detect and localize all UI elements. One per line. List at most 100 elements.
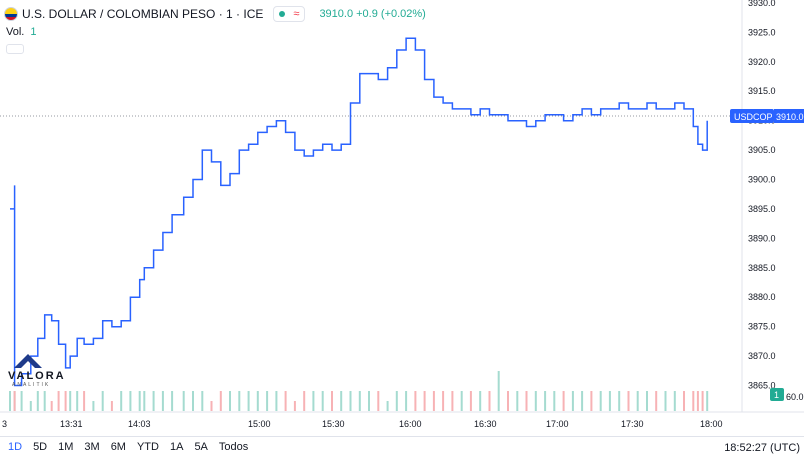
volume-bar xyxy=(340,391,343,411)
time-tick-label: 16:00 xyxy=(399,419,422,429)
price-tick-label: 3920.0 xyxy=(748,57,776,67)
time-tick-label: 17:30 xyxy=(621,419,644,429)
volume-legend[interactable]: Vol. 1 xyxy=(6,26,36,38)
volume-bar xyxy=(143,391,146,411)
volume-bar xyxy=(101,391,104,411)
volume-bar xyxy=(636,391,639,411)
range-5a[interactable]: 5A xyxy=(194,441,208,453)
time-tick-label: 13:31 xyxy=(60,419,83,429)
volume-bar xyxy=(182,391,185,411)
volume-partial-label: 60.0 xyxy=(786,392,804,402)
price-tick-label: 3915.0 xyxy=(748,86,776,96)
volume-bar xyxy=(395,391,398,411)
volume-bar xyxy=(152,391,155,411)
volume-bar xyxy=(460,391,463,411)
price-tick-label: 3865.0 xyxy=(748,381,776,391)
volume-bar xyxy=(692,391,695,411)
time-axis[interactable]: 3 13:31 14:03 15:00 15:30 16:00 16:30 17:00 17:3… xyxy=(2,419,723,429)
volume-bar xyxy=(646,391,648,411)
volume-bar xyxy=(414,391,417,411)
last-price-value: 3910.0 xyxy=(776,112,804,122)
volume-bar xyxy=(497,371,500,411)
status-badges[interactable]: ≈ xyxy=(273,6,306,22)
volume-tag-value: 1 xyxy=(774,390,779,400)
volume-bar xyxy=(432,391,435,411)
price-tick-label: 3890.0 xyxy=(748,233,776,243)
volume-bar xyxy=(161,391,164,411)
price-tick-label: 3880.0 xyxy=(748,292,776,302)
volume-bar xyxy=(64,391,67,411)
range-3m[interactable]: 3M xyxy=(84,441,100,453)
volume-bar xyxy=(525,391,528,411)
price-chart[interactable]: 3930.0 3925.0 3920.0 3915.0 3910.0 3905.0 3900… xyxy=(0,0,804,436)
volume-bar xyxy=(266,391,269,411)
price-tick-label: 3895.0 xyxy=(748,204,776,214)
volume-bar xyxy=(599,391,602,411)
volume-bar xyxy=(377,391,380,411)
volume-bar xyxy=(386,401,389,411)
range-5d[interactable]: 5D xyxy=(33,441,48,453)
volume-bar xyxy=(138,391,141,411)
volume-bar xyxy=(706,391,709,411)
volume-bar xyxy=(571,391,574,411)
volume-bar xyxy=(201,391,204,411)
time-tick-label: 3 xyxy=(2,419,7,429)
volume-bar xyxy=(303,391,306,411)
range-todos[interactable]: Todos xyxy=(218,441,249,453)
volume-bar xyxy=(256,391,259,411)
volume-bar xyxy=(608,391,611,411)
last-price-tag: USDCOP 3910.0 xyxy=(730,109,804,123)
range-1m[interactable]: 1M xyxy=(58,441,74,453)
utc-clock[interactable]: 18:52:27 (UTC) xyxy=(724,442,800,454)
range-1a[interactable]: 1A xyxy=(169,441,184,453)
currency-flag-icon xyxy=(4,7,18,21)
price-tick-label: 3870.0 xyxy=(748,351,776,361)
price-line xyxy=(10,37,708,387)
volume-bar xyxy=(451,391,454,411)
range-1d[interactable]: 1D xyxy=(8,441,23,453)
bottom-toolbar: 1D 5D 1M 3M 6M YTD 1A 5A Todos 18:52:27 (UTC) xyxy=(0,436,804,460)
time-tick-label: 18:00 xyxy=(700,419,723,429)
volume-bar xyxy=(129,391,132,411)
time-tick-label: 15:00 xyxy=(248,419,271,429)
volume-bar xyxy=(43,391,46,411)
price-axis[interactable]: 3930.03925.03920.03915.03910.03905.03900… xyxy=(748,0,776,391)
volume-bar xyxy=(92,401,95,411)
volume-bar xyxy=(13,391,16,411)
volume-bar xyxy=(544,391,547,411)
volume-bar xyxy=(247,391,250,411)
volume-bar xyxy=(293,401,296,411)
volume-bar xyxy=(553,391,556,411)
market-open-icon xyxy=(279,11,286,17)
volume-bar xyxy=(442,391,445,411)
range-selector[interactable]: 1D 5D 1M 3M 6M YTD 1A 5A Todos xyxy=(8,441,248,453)
collapse-legend-icon[interactable] xyxy=(6,44,24,54)
volume-bar xyxy=(479,391,482,411)
volume-bar xyxy=(83,391,86,411)
volume-bar xyxy=(469,391,472,411)
range-ytd[interactable]: YTD xyxy=(136,441,159,453)
watermark-name: VALORA xyxy=(8,370,66,382)
volume-bar xyxy=(331,391,333,411)
volume-bar xyxy=(284,391,287,411)
valora-logo-icon xyxy=(14,354,42,368)
volume-bar xyxy=(57,391,60,411)
time-tick-label: 16:30 xyxy=(474,419,497,429)
chart-header: U.S. DOLLAR / COLOMBIAN PESO · 1 · ICE ≈… xyxy=(4,6,426,22)
volume-bar xyxy=(192,391,194,411)
volume-bar xyxy=(534,391,537,411)
volume-bar xyxy=(171,391,174,411)
volume-bar xyxy=(312,391,315,411)
volume-bar xyxy=(275,391,278,411)
volume-bar xyxy=(29,401,32,411)
range-6m[interactable]: 6M xyxy=(110,441,126,453)
volume-bar xyxy=(405,391,408,411)
volume-bar xyxy=(229,391,231,411)
symbol-title[interactable]: U.S. DOLLAR / COLOMBIAN PESO · 1 · ICE xyxy=(22,7,264,21)
volume-bar xyxy=(238,391,241,411)
volume-bar xyxy=(76,391,79,411)
volume-bar xyxy=(321,391,324,411)
volume-bar xyxy=(664,391,667,411)
volume-bar xyxy=(20,391,23,411)
volume-bar xyxy=(581,391,584,411)
